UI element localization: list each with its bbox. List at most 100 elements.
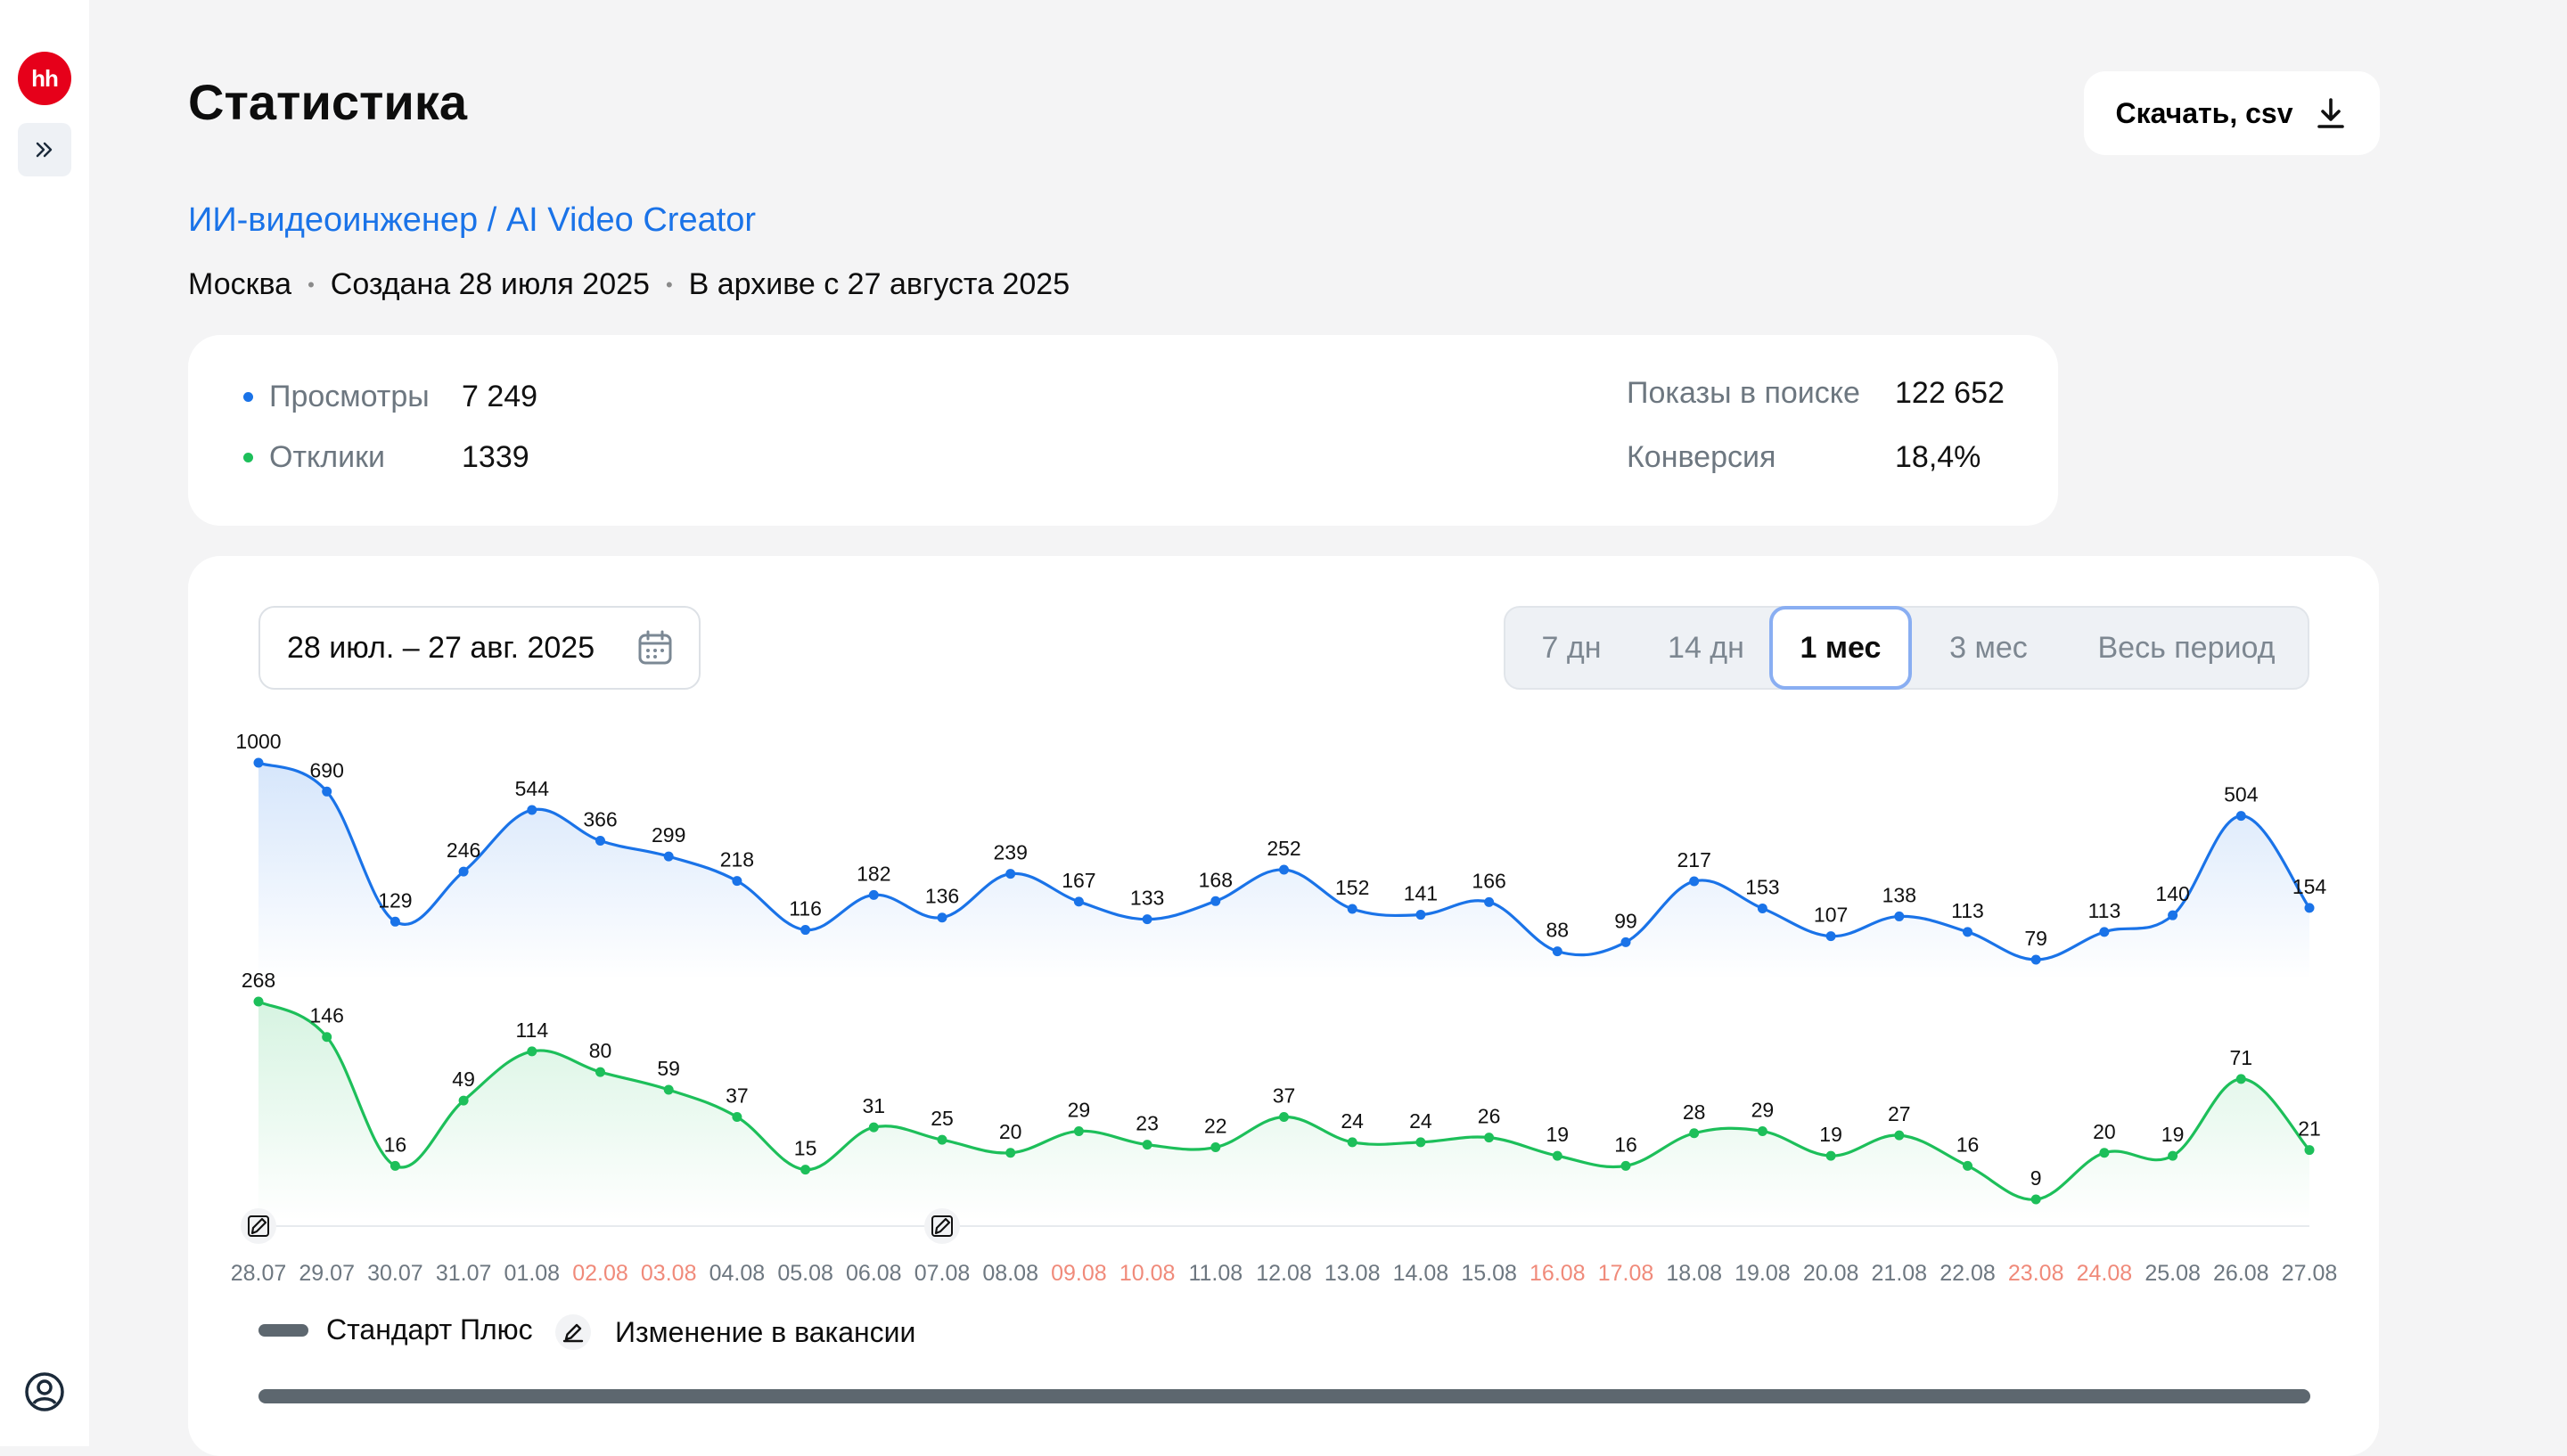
x-tick-label: 20.08 [1803,1261,1859,1286]
views-data-label: 218 [720,848,754,871]
views-point [1005,869,1016,879]
responses-point [1005,1148,1016,1158]
vacancy-title-link[interactable]: ИИ-видеоинженер / AI Video Creator [188,201,757,239]
tab-all-time[interactable]: Весь период [2097,630,2276,665]
views-value: 7 249 [462,380,538,413]
summary-card: Просмотры 7 249 Отклики 1339 Показы в по… [188,335,2058,526]
views-point [322,786,332,797]
x-tick-label: 24.08 [2077,1261,2133,1286]
hh-logo-icon[interactable]: hh [18,52,71,105]
x-tick-label: 29.07 [299,1261,355,1286]
responses-point [390,1160,400,1171]
responses-point [663,1084,674,1095]
x-tick-label: 05.08 [777,1261,833,1286]
views-point [1757,903,1767,913]
tab-3-months[interactable]: 3 мес [1949,630,2028,665]
x-tick-label: 07.08 [914,1261,971,1286]
impressions-value: 122 652 [1895,376,2005,410]
views-data-label: 133 [1130,887,1164,910]
responses-data-label: 114 [515,1018,548,1042]
views-point [2099,927,2110,937]
timeline-scrollbar[interactable] [258,1389,2310,1403]
x-tick-label: 16.08 [1530,1261,1586,1286]
views-data-label: 153 [1745,875,1779,898]
x-tick-label: 28.07 [231,1261,287,1286]
expand-sidebar-button[interactable] [18,123,71,176]
responses-point [1073,1125,1084,1136]
views-dot [243,392,253,402]
views-point [458,866,469,877]
views-data-label: 152 [1335,876,1369,899]
user-circle-icon[interactable] [23,1370,66,1413]
x-tick-label: 03.08 [641,1261,697,1286]
responses-point [1142,1140,1152,1150]
responses-label: Отклики [269,440,385,474]
responses-data-label: 16 [384,1133,407,1156]
tab-1-month[interactable]: 1 мес [1769,606,1912,690]
responses-data-label: 19 [2161,1123,2185,1146]
x-tick-label: 15.08 [1461,1261,1517,1286]
responses-data-label: 20 [999,1120,1022,1143]
views-data-label: 140 [2155,882,2189,905]
responses-line [258,1000,2311,1201]
responses-point [937,1134,947,1145]
views-point [1347,904,1357,914]
page-title: Статистика [188,74,468,130]
responses-point [1757,1125,1767,1136]
download-icon [2317,98,2344,128]
responses-point [800,1165,811,1175]
views-data-label: 182 [857,862,890,885]
views-data-label: 154 [2292,875,2327,898]
views-point [2030,954,2041,965]
download-csv-button[interactable]: Скачать, csv [2084,71,2380,155]
change-marker [924,1208,960,1244]
views-point [868,889,879,900]
download-label: Скачать, csv [2115,96,2293,129]
x-tick-label: 12.08 [1256,1261,1312,1286]
views-point [595,836,605,847]
responses-data-label: 268 [242,969,275,992]
sidebar: hh [0,0,89,1446]
period-switcher: 7 дн 14 дн 1 мес 3 мес Весь период [1504,606,2309,690]
separator-dot: • [665,273,673,296]
views-data-label: 129 [378,888,412,912]
responses-data-label: 71 [2230,1046,2253,1069]
tab-14-days[interactable]: 14 дн [1668,630,1744,665]
views-data-label: 544 [515,777,550,800]
views-data-label: 168 [1199,868,1233,891]
responses-point [1689,1128,1700,1139]
views-data-label: 167 [1062,869,1095,892]
x-tick-label: 30.07 [367,1261,423,1286]
views-point [1689,876,1700,887]
views-data-label: 88 [1546,919,1570,942]
responses-data-label: 27 [1888,1102,1911,1125]
views-data-label: 239 [994,841,1028,864]
views-data-label: 217 [1677,848,1711,871]
responses-value: 1339 [462,440,529,474]
edit-icon-frame [248,1215,269,1237]
x-tick-label: 31.07 [436,1261,492,1286]
x-tick-label: 27.08 [2282,1261,2338,1286]
x-tick-label: 06.08 [846,1261,902,1286]
responses-data-label: 37 [1273,1084,1296,1108]
responses-data-label: 80 [589,1039,612,1062]
responses-data-label: 23 [1136,1112,1159,1135]
edit-icon [250,1217,267,1235]
responses-data-label: 25 [931,1107,954,1130]
vacancy-archived: В архиве с 27 августа 2025 [688,267,1070,301]
x-tick-label: 13.08 [1325,1261,1381,1286]
x-tick-label: 25.08 [2145,1261,2201,1286]
x-tick-label: 22.08 [1940,1261,1996,1286]
responses-area [258,1002,2309,1221]
x-tick-label: 19.08 [1735,1261,1791,1286]
legend-change-label: Изменение в вакансии [615,1315,916,1348]
date-range-picker[interactable]: 28 июл. – 27 авг. 2025 [258,606,701,690]
edit-icon [555,1314,591,1350]
views-data-label: 116 [789,897,822,920]
responses-data-label: 31 [863,1094,886,1117]
views-point [527,805,537,815]
views-point [1825,931,1836,942]
views-data-label: 79 [2024,927,2047,950]
tab-7-days[interactable]: 7 дн [1541,630,1602,665]
views-point [1963,927,1972,937]
